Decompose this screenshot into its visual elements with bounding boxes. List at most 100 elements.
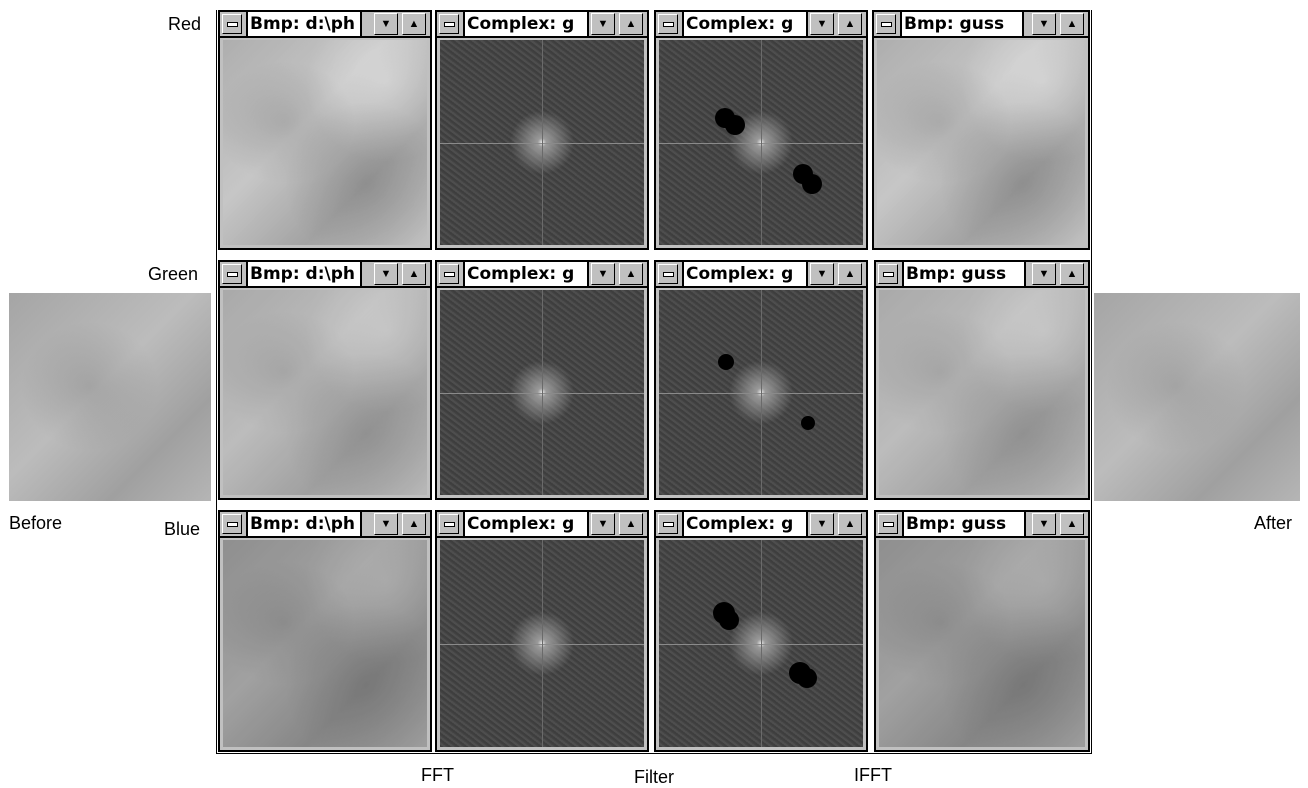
titlebar[interactable]: Complex: g ▼ ▲ xyxy=(437,262,647,288)
row-label-blue: Blue xyxy=(164,519,201,539)
filter-mask-blob xyxy=(719,610,739,630)
window-title: Bmp: d:\ph xyxy=(246,262,362,286)
window-title: Bmp: d:\ph xyxy=(246,12,362,36)
maximize-button[interactable]: ▲ xyxy=(619,13,643,35)
bottom-axis-line xyxy=(216,753,1092,754)
filtered-spectrum-view xyxy=(659,40,863,245)
image-view xyxy=(223,540,427,747)
window-title: Complex: g xyxy=(463,512,589,536)
titlebar[interactable]: Complex: g ▼ ▲ xyxy=(437,12,647,38)
system-menu-icon[interactable] xyxy=(878,514,898,534)
window-green-source[interactable]: Bmp: d:\ph ▼ ▲ xyxy=(218,260,432,500)
spectrum-view xyxy=(440,540,644,747)
titlebar[interactable]: Complex: g ▼ ▲ xyxy=(656,262,866,288)
image-view xyxy=(879,290,1085,495)
minimize-button[interactable]: ▼ xyxy=(591,263,615,285)
left-axis-line xyxy=(216,10,217,754)
maximize-button[interactable]: ▲ xyxy=(402,13,426,35)
window-blue-filter[interactable]: Complex: g ▼ ▲ xyxy=(654,510,868,752)
system-menu-icon[interactable] xyxy=(658,264,678,284)
minimize-button[interactable]: ▼ xyxy=(374,513,398,535)
titlebar[interactable]: Complex: g ▼ ▲ xyxy=(437,512,647,538)
filtered-spectrum-view xyxy=(659,290,863,495)
right-axis-line xyxy=(1091,10,1092,754)
after-label: After xyxy=(1254,513,1293,533)
system-menu-icon[interactable] xyxy=(222,264,242,284)
maximize-button[interactable]: ▲ xyxy=(402,263,426,285)
window-red-source[interactable]: Bmp: d:\ph ▼ ▲ xyxy=(218,10,432,250)
row-label-red: Red xyxy=(168,14,202,34)
window-blue-fft[interactable]: Complex: g ▼ ▲ xyxy=(435,510,649,752)
maximize-button[interactable]: ▲ xyxy=(1060,513,1084,535)
minimize-button[interactable]: ▼ xyxy=(810,13,834,35)
minimize-button[interactable]: ▼ xyxy=(1032,263,1056,285)
maximize-button[interactable]: ▲ xyxy=(838,513,862,535)
titlebar[interactable]: Bmp: d:\ph ▼ ▲ xyxy=(220,12,430,38)
maximize-button[interactable]: ▲ xyxy=(619,513,643,535)
minimize-button[interactable]: ▼ xyxy=(810,513,834,535)
system-menu-icon[interactable] xyxy=(658,14,678,34)
system-menu-icon[interactable] xyxy=(439,264,459,284)
window-blue-result[interactable]: Bmp: guss ▼ ▲ xyxy=(874,510,1090,752)
titlebar[interactable]: Bmp: d:\ph ▼ ▲ xyxy=(220,262,430,288)
window-title: Complex: g xyxy=(682,12,808,36)
window-title: Complex: g xyxy=(463,12,589,36)
window-title: Complex: g xyxy=(463,262,589,286)
titlebar[interactable]: Bmp: guss ▼ ▲ xyxy=(876,512,1088,538)
system-menu-icon[interactable] xyxy=(876,14,896,34)
image-view xyxy=(223,40,427,245)
column-label-filter: Filter xyxy=(634,767,674,787)
window-title: Complex: g xyxy=(682,262,808,286)
window-green-fft[interactable]: Complex: g ▼ ▲ xyxy=(435,260,649,500)
titlebar[interactable]: Complex: g ▼ ▲ xyxy=(656,512,866,538)
system-menu-icon[interactable] xyxy=(222,14,242,34)
window-blue-source[interactable]: Bmp: d:\ph ▼ ▲ xyxy=(218,510,432,752)
filter-mask-blob xyxy=(802,174,822,194)
system-menu-icon[interactable] xyxy=(878,264,898,284)
maximize-button[interactable]: ▲ xyxy=(838,263,862,285)
filter-mask-blob xyxy=(725,115,745,135)
after-image xyxy=(1094,293,1300,501)
column-label-ifft: IFFT xyxy=(854,765,892,785)
minimize-button[interactable]: ▼ xyxy=(374,263,398,285)
spectrum-view xyxy=(440,40,644,245)
maximize-button[interactable]: ▲ xyxy=(838,13,862,35)
minimize-button[interactable]: ▼ xyxy=(591,513,615,535)
system-menu-icon[interactable] xyxy=(222,514,242,534)
window-title: Bmp: guss xyxy=(900,12,1024,36)
titlebar[interactable]: Complex: g ▼ ▲ xyxy=(656,12,866,38)
filter-mask-blob xyxy=(797,668,817,688)
minimize-button[interactable]: ▼ xyxy=(374,13,398,35)
window-red-filter[interactable]: Complex: g ▼ ▲ xyxy=(654,10,868,250)
minimize-button[interactable]: ▼ xyxy=(1032,13,1056,35)
filter-mask-blob xyxy=(801,416,815,430)
image-view xyxy=(877,40,1085,245)
maximize-button[interactable]: ▲ xyxy=(402,513,426,535)
window-green-filter[interactable]: Complex: g ▼ ▲ xyxy=(654,260,868,500)
maximize-button[interactable]: ▲ xyxy=(1060,13,1084,35)
titlebar[interactable]: Bmp: d:\ph ▼ ▲ xyxy=(220,512,430,538)
maximize-button[interactable]: ▲ xyxy=(1060,263,1084,285)
window-title: Complex: g xyxy=(682,512,808,536)
window-title: Bmp: guss xyxy=(902,262,1026,286)
system-menu-icon[interactable] xyxy=(658,514,678,534)
filtered-spectrum-view xyxy=(659,540,863,747)
system-menu-icon[interactable] xyxy=(439,514,459,534)
row-label-green: Green xyxy=(148,264,199,284)
spectrum-view xyxy=(440,290,644,495)
window-red-result[interactable]: Bmp: guss ▼ ▲ xyxy=(872,10,1090,250)
image-view xyxy=(879,540,1085,747)
window-title: Bmp: guss xyxy=(902,512,1026,536)
titlebar[interactable]: Bmp: guss ▼ ▲ xyxy=(876,262,1088,288)
minimize-button[interactable]: ▼ xyxy=(1032,513,1056,535)
system-menu-icon[interactable] xyxy=(439,14,459,34)
titlebar[interactable]: Bmp: guss ▼ ▲ xyxy=(874,12,1088,38)
minimize-button[interactable]: ▼ xyxy=(810,263,834,285)
before-label: Before xyxy=(9,513,63,533)
window-title: Bmp: d:\ph xyxy=(246,512,362,536)
window-red-fft[interactable]: Complex: g ▼ ▲ xyxy=(435,10,649,250)
minimize-button[interactable]: ▼ xyxy=(591,13,615,35)
maximize-button[interactable]: ▲ xyxy=(619,263,643,285)
filter-mask-blob xyxy=(718,354,734,370)
window-green-result[interactable]: Bmp: guss ▼ ▲ xyxy=(874,260,1090,500)
